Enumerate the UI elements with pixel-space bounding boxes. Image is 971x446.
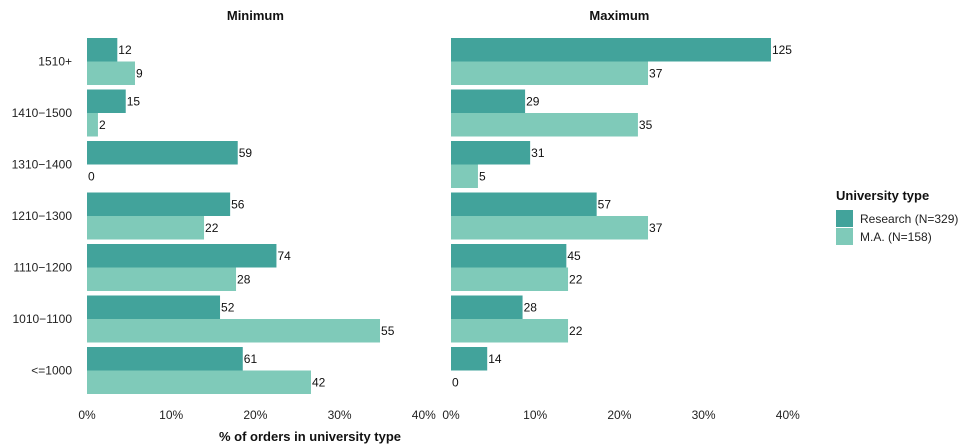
category-label: 1510+: [38, 55, 72, 69]
bar: [87, 370, 311, 394]
bar: [451, 244, 567, 268]
bar: [451, 164, 478, 188]
data-label: 0: [88, 169, 95, 183]
x-tick-label: 10%: [523, 408, 547, 422]
x-tick-label: 20%: [607, 408, 631, 422]
legend-swatch-ma: [836, 228, 853, 245]
category-label: 1410−1500: [12, 106, 73, 120]
bar: [451, 38, 771, 62]
bar: [451, 267, 569, 291]
data-label: 61: [244, 352, 258, 366]
category-label: 1010−1100: [12, 312, 72, 326]
data-label: 37: [649, 66, 663, 80]
bar: [451, 319, 569, 343]
data-label: 42: [312, 375, 326, 389]
category-label: 1210−1300: [12, 209, 73, 223]
x-axis-title: % of orders in university type: [219, 429, 401, 444]
legend-label-ma: M.A. (N=158): [860, 230, 932, 244]
bar: [451, 113, 638, 137]
data-label: 15: [127, 94, 141, 108]
x-tick-label: 40%: [412, 408, 436, 422]
data-label: 52: [221, 300, 235, 314]
data-label: 74: [277, 249, 291, 263]
bar: [451, 216, 649, 240]
bar: [451, 141, 531, 165]
legend-label-research: Research (N=329): [860, 212, 958, 226]
bar: [451, 347, 488, 371]
data-label: 28: [524, 300, 538, 314]
data-label: 57: [598, 197, 612, 211]
bar: [87, 295, 221, 319]
bar: [87, 216, 205, 240]
bar: [87, 267, 237, 291]
x-tick-label: 0%: [78, 408, 96, 422]
x-tick-label: 0%: [442, 408, 460, 422]
data-label: 35: [639, 118, 653, 132]
data-label: 22: [569, 324, 583, 338]
x-tick-label: 30%: [328, 408, 352, 422]
bar: [87, 113, 98, 137]
data-label: 31: [531, 146, 545, 160]
category-label: 1310−1400: [12, 158, 73, 172]
bar: [451, 61, 649, 85]
bar: [87, 192, 231, 216]
data-label: 22: [205, 221, 219, 235]
data-label: 14: [488, 352, 502, 366]
bar: [451, 295, 523, 319]
panel-maximum: Maximum 0% 10% 20% 30% 40% 125 29 31 57 45 28 14 37 35…: [442, 8, 800, 422]
data-label: 9: [136, 66, 143, 80]
bar: [87, 38, 118, 62]
data-label: 2: [99, 118, 106, 132]
panel-minimum: Minimum 0% 10% 20% 30% 40% 12 15 59 56 74 52 61 9 2 0 22…: [78, 8, 436, 422]
x-tick-label: 40%: [776, 408, 800, 422]
bar: [87, 347, 243, 371]
data-label: 37: [649, 221, 663, 235]
legend: University type Research (N=329) M.A. (N…: [836, 188, 958, 245]
data-label: 12: [118, 43, 132, 57]
category-label: 1110−1200: [13, 261, 72, 275]
data-label: 55: [381, 324, 395, 338]
bar: [87, 141, 238, 165]
data-label: 45: [567, 249, 581, 263]
category-label: <=1000: [31, 364, 72, 378]
legend-title: University type: [836, 188, 929, 203]
data-label: 125: [772, 43, 792, 57]
data-label: 0: [452, 375, 459, 389]
legend-swatch-research: [836, 210, 853, 227]
bar: [87, 61, 135, 85]
data-label: 29: [526, 94, 540, 108]
bar: [87, 89, 126, 113]
x-tick-label: 30%: [692, 408, 716, 422]
data-label: 5: [479, 169, 486, 183]
panel-title: Maximum: [589, 8, 649, 23]
data-label: 59: [239, 146, 253, 160]
data-label: 56: [231, 197, 245, 211]
data-label: 22: [569, 272, 583, 286]
bar: [451, 89, 526, 113]
x-tick-label: 10%: [159, 408, 183, 422]
x-tick-label: 20%: [243, 408, 267, 422]
data-label: 28: [237, 272, 251, 286]
bar: [451, 192, 597, 216]
chart-panels: 1510+ 1410−1500 1310−1400 1210−1300 1110−120…: [12, 8, 801, 422]
bar: [87, 244, 277, 268]
bar: [87, 319, 381, 343]
panel-title: Minimum: [227, 8, 284, 23]
